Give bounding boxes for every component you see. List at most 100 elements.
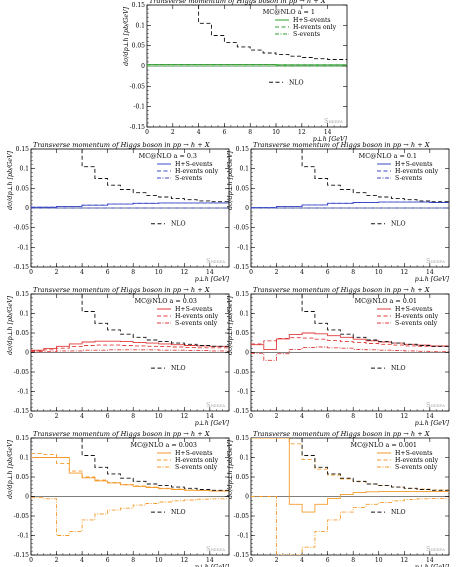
series-line-s-events-only xyxy=(31,497,229,536)
x-tick-label: 8 xyxy=(351,269,355,276)
legend-label: H+S-events xyxy=(395,450,433,457)
data-layer xyxy=(251,294,449,361)
y-tick-label: 0.15 xyxy=(236,146,250,153)
y-tick-label: 0 xyxy=(245,494,249,501)
legend-label: H-events only xyxy=(175,168,219,175)
y-tick-label: 0.15 xyxy=(236,291,250,298)
y-tick-label: 0.05 xyxy=(236,474,250,481)
x-tick-label: 8 xyxy=(351,557,355,564)
x-tick-label: 0 xyxy=(249,557,253,564)
x-tick-label: 2 xyxy=(275,413,279,420)
x-tick-label: 10 xyxy=(375,413,383,420)
y-tick-label: -0.15 xyxy=(130,124,146,131)
x-tick-label: 12 xyxy=(400,269,408,276)
y-tick-label: -0.1 xyxy=(237,389,249,396)
y-tick-label: 0.15 xyxy=(132,2,146,9)
series-line-h-events-only xyxy=(31,344,229,352)
x-tick-label: 14 xyxy=(426,557,434,564)
x-tick-label: 12 xyxy=(400,413,408,420)
y-axis-label: dσ/dp⊥h [pb/GeV] xyxy=(227,295,234,354)
chart-title: Transverse momentum of Higgs boson in pp… xyxy=(33,430,210,438)
x-tick-label: 0 xyxy=(145,129,149,136)
sherpa-watermark: Sherpa xyxy=(206,546,225,553)
legend-label: H-events only xyxy=(395,313,439,320)
x-tick-label: 8 xyxy=(131,269,135,276)
y-tick-label: 0.05 xyxy=(16,185,30,192)
y-tick-label: 0.05 xyxy=(16,330,30,337)
legend-title: MC@NLO a = 0.1 xyxy=(359,152,417,160)
chart-panel-7: Transverse momentum of Higgs boson in pp… xyxy=(227,430,450,567)
legend-label: H-events only xyxy=(293,24,337,31)
sherpa-watermark: Sherpa xyxy=(426,402,445,409)
y-tick-label: 0.05 xyxy=(236,185,250,192)
series-line-nlo xyxy=(69,149,229,203)
x-tick-label: 4 xyxy=(80,413,84,420)
x-tick-label: 8 xyxy=(131,413,135,420)
y-tick-label: -0.15 xyxy=(234,264,250,271)
legend-label: H-events only xyxy=(395,168,439,175)
y-tick-label: -0.1 xyxy=(237,533,249,540)
x-tick-label: 0 xyxy=(249,269,253,276)
legend-label: S-events xyxy=(175,175,202,182)
y-tick-label: -0.15 xyxy=(14,264,30,271)
series-line-s-events-only xyxy=(251,496,449,555)
x-tick-label: 6 xyxy=(326,413,330,420)
legend-label: H+S-events xyxy=(175,306,213,313)
x-tick-label: 10 xyxy=(155,557,163,564)
legend-label: S-events only xyxy=(175,320,218,327)
y-tick-label: 0.15 xyxy=(16,146,30,153)
chart-title: Transverse momentum of Higgs boson in pp… xyxy=(149,0,326,5)
x-tick-label: 2 xyxy=(55,557,59,564)
legend-title: MC@NLO a = 0.001 xyxy=(351,441,417,449)
chart-title: Transverse momentum of Higgs boson in pp… xyxy=(33,286,210,294)
x-axis-label: p⊥h [GeV] xyxy=(415,276,450,283)
x-tick-label: 8 xyxy=(131,557,135,564)
sherpa-watermark: Sherpa xyxy=(206,402,225,409)
legend-label: S-events xyxy=(395,175,422,182)
sherpa-watermark: Sherpa xyxy=(426,546,445,553)
sherpa-watermark: Sherpa xyxy=(324,118,343,125)
y-tick-label: 0.1 xyxy=(135,22,145,29)
y-axis-label: dσ/dp⊥h [pb/GeV] xyxy=(123,6,130,65)
legend-label-nlo: NLO xyxy=(391,509,406,516)
x-tick-label: 2 xyxy=(275,269,279,276)
x-tick-label: 6 xyxy=(326,557,330,564)
y-tick-label: 0 xyxy=(141,63,145,70)
x-tick-label: 10 xyxy=(155,413,163,420)
x-tick-label: 14 xyxy=(206,413,214,420)
series-line-h-s-events xyxy=(31,202,229,208)
y-tick-label: -0.15 xyxy=(14,552,30,559)
y-tick-label: 0.1 xyxy=(239,311,249,318)
x-tick-label: 0 xyxy=(249,413,253,420)
y-tick-label: 0.05 xyxy=(16,474,30,481)
series-line-nlo xyxy=(185,5,347,61)
x-axis-label: p⊥h [GeV] xyxy=(415,420,450,427)
y-tick-label: 0.05 xyxy=(132,43,146,50)
x-tick-label: 6 xyxy=(106,269,110,276)
y-tick-label: -0.1 xyxy=(237,244,249,251)
legend-label: H+S-events xyxy=(395,306,433,313)
legend-label: H-events only xyxy=(395,457,439,464)
data-layer xyxy=(251,149,449,209)
legend-label-nlo: NLO xyxy=(391,365,406,372)
y-tick-label: 0.05 xyxy=(236,330,250,337)
series-line-nlo xyxy=(289,438,449,491)
chart-panel-6: Transverse momentum of Higgs boson in pp… xyxy=(7,430,230,567)
x-tick-label: 6 xyxy=(326,269,330,276)
x-tick-label: 8 xyxy=(248,129,252,136)
y-tick-label: -0.05 xyxy=(14,369,30,376)
x-tick-label: 2 xyxy=(55,269,59,276)
legend-label: S-events only xyxy=(175,464,218,471)
series-line-h-events-only xyxy=(31,202,229,208)
data-layer xyxy=(31,294,229,353)
x-tick-label: 12 xyxy=(400,557,408,564)
y-tick-label: -0.05 xyxy=(234,369,250,376)
y-tick-label: -0.15 xyxy=(14,408,30,415)
series-line-nlo xyxy=(289,149,449,203)
legend-label: S-events only xyxy=(395,464,438,471)
y-tick-label: 0.1 xyxy=(19,311,29,318)
legend-title: MC@NLO a = 0.3 xyxy=(139,152,197,160)
data-layer xyxy=(251,438,449,555)
series-line-h-events-only xyxy=(251,201,449,209)
series-line-h-s-events xyxy=(251,201,449,209)
